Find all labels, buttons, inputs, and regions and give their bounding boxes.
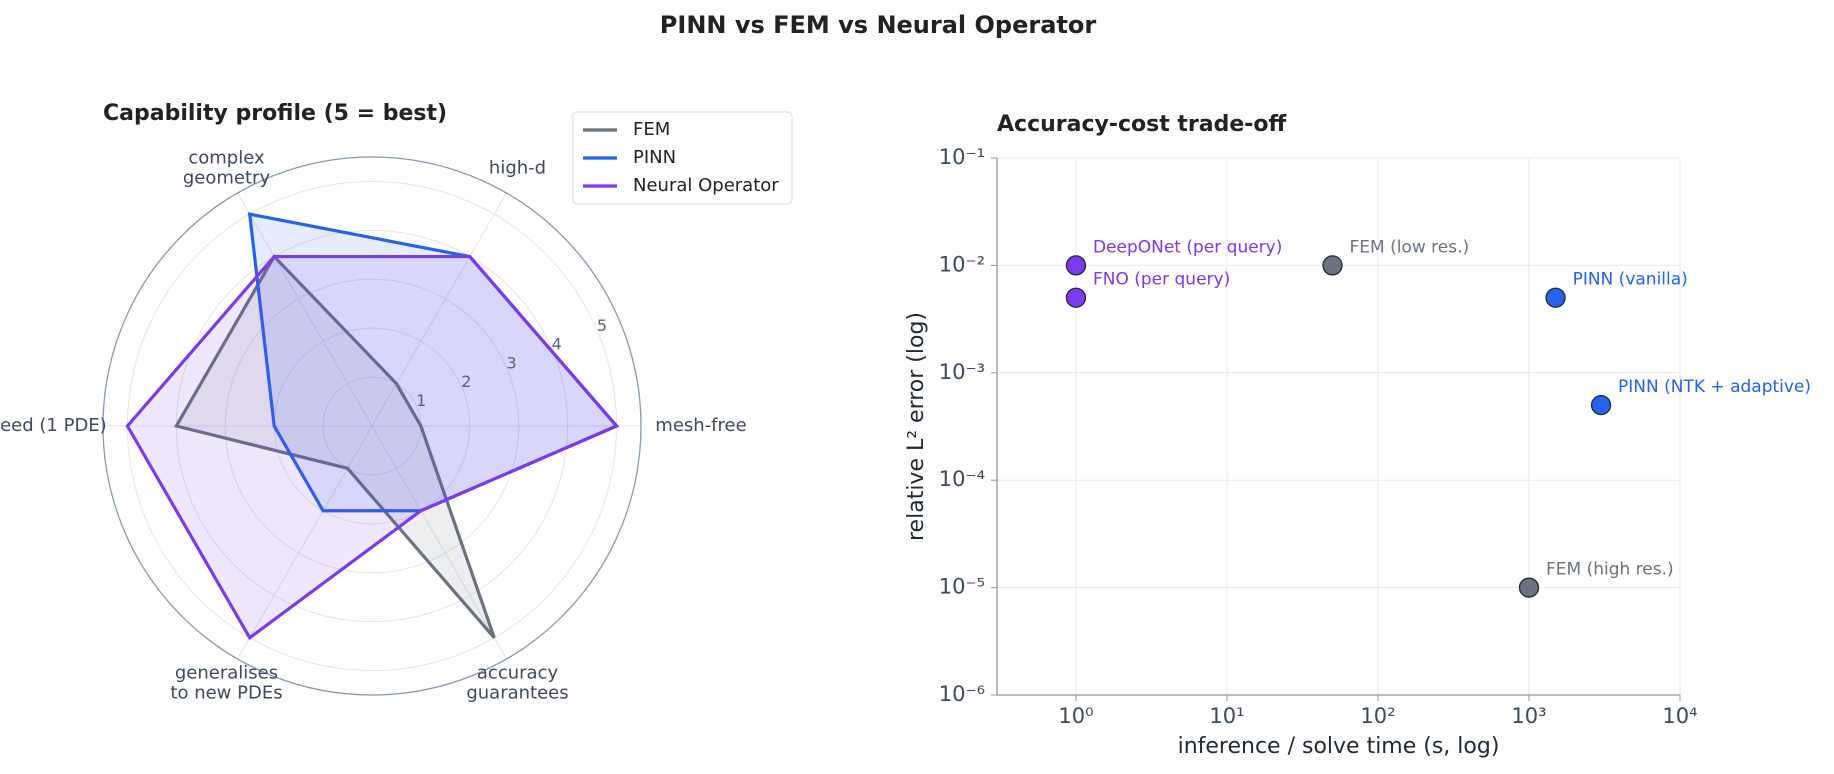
radar-title: Capability profile (5 = best) xyxy=(103,101,447,126)
legend-label: Neural Operator xyxy=(633,175,779,196)
x-tick-label: 10⁴ xyxy=(1662,704,1697,728)
spoke xyxy=(371,192,507,427)
x-tick-label: 10¹ xyxy=(1209,704,1244,728)
r-tick-label: 5 xyxy=(597,316,607,335)
y-tick-label: 10⁻¹ xyxy=(939,145,985,169)
radar-area xyxy=(249,214,617,511)
legend-box xyxy=(572,111,793,205)
point-label: DeepONet (per query) xyxy=(1093,237,1282,257)
spoke xyxy=(237,192,373,427)
axis-label: generalises to new PDEs xyxy=(170,662,282,703)
radar-area xyxy=(176,256,495,638)
x-tick-label: 10² xyxy=(1360,704,1395,728)
point-label: FNO (per query) xyxy=(1093,270,1230,290)
point-label: FEM (high res.) xyxy=(1546,560,1674,580)
axis-label: high-d xyxy=(489,158,546,179)
point xyxy=(1065,287,1087,308)
figure-title: PINN vs FEM vs Neural Operator xyxy=(660,11,1097,39)
r-tick-label: 3 xyxy=(506,353,516,372)
y-tick-label: 10⁻³ xyxy=(939,360,985,384)
axis-label: accuracy guarantees xyxy=(466,662,568,703)
x-tick-label: 10⁰ xyxy=(1058,704,1093,728)
radar-line xyxy=(125,254,620,641)
axis-label: speed (1 PDE) xyxy=(0,415,107,436)
legend-label: FEM xyxy=(633,119,670,140)
x-axis-label: inference / solve time (s, log) xyxy=(1178,734,1500,759)
point xyxy=(1065,255,1087,276)
scatter-title: Accuracy-cost trade-off xyxy=(997,112,1288,137)
r-tick-label: 2 xyxy=(461,372,471,391)
legend-label: PINN xyxy=(633,147,676,168)
point xyxy=(1518,577,1540,598)
axis-label: mesh-free xyxy=(655,415,746,436)
y-axis-label: relative L² error (log) xyxy=(904,312,929,541)
point-label: PINN (vanilla) xyxy=(1573,270,1688,290)
y-tick-label: 10⁻² xyxy=(939,252,985,276)
axis-label: complex geometry xyxy=(183,148,271,189)
radar-area xyxy=(127,256,617,638)
r-tick-label: 1 xyxy=(416,391,426,410)
point-label: FEM (low res.) xyxy=(1350,237,1470,257)
y-tick-label: 10⁻⁶ xyxy=(939,682,985,706)
r-tick-label: 4 xyxy=(552,335,562,354)
x-tick-label: 10³ xyxy=(1511,704,1546,728)
point xyxy=(1322,255,1343,276)
y-tick-label: 10⁻⁴ xyxy=(939,467,985,491)
point xyxy=(1545,287,1566,308)
point xyxy=(1590,394,1612,416)
radar-line xyxy=(173,253,496,639)
outer-circle xyxy=(102,156,642,696)
y-tick-label: 10⁻⁵ xyxy=(939,575,985,599)
spoke xyxy=(371,425,507,660)
point-label: PINN (NTK + adaptive) xyxy=(1618,377,1811,397)
spoke xyxy=(237,425,373,660)
